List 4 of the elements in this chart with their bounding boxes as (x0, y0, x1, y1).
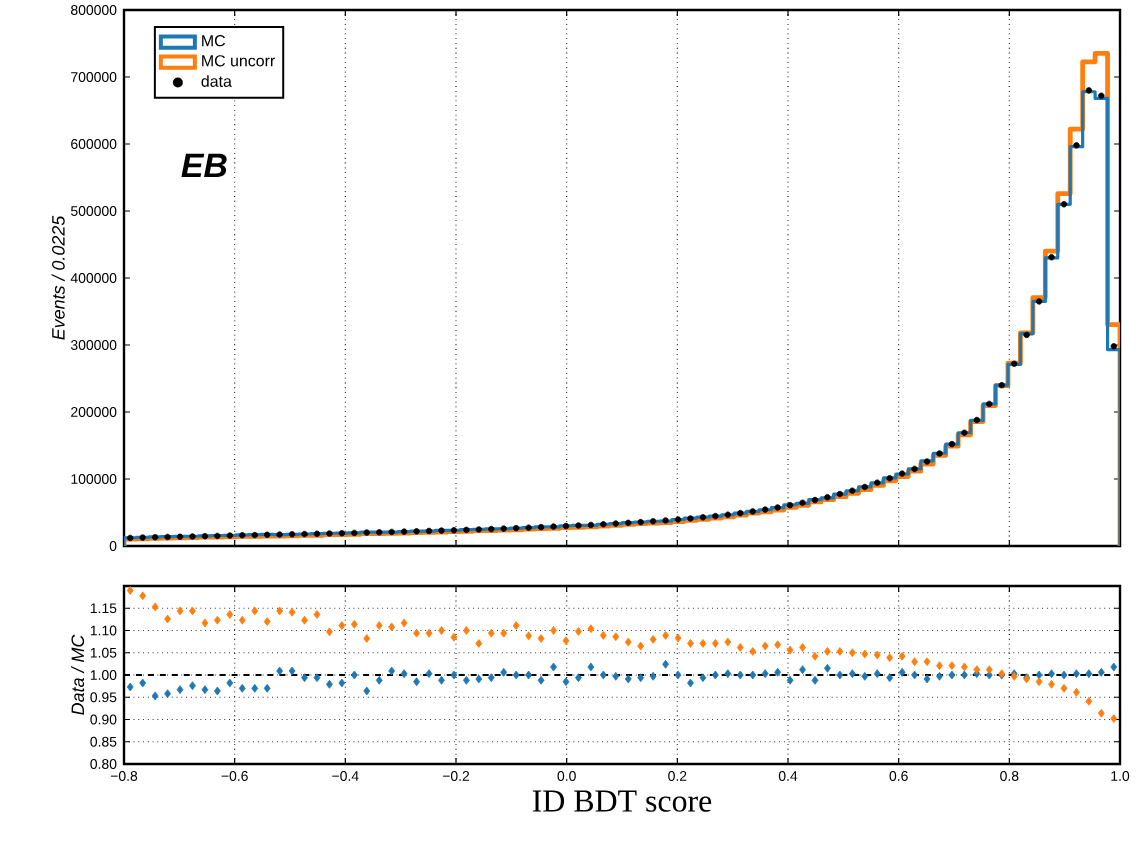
x-axis-title: ID BDT score (532, 790, 712, 812)
y-axis-title: Data / MC (70, 634, 85, 715)
y-axis-title: Events / 0.0225 (51, 215, 65, 340)
annotation: EB (181, 153, 227, 178)
